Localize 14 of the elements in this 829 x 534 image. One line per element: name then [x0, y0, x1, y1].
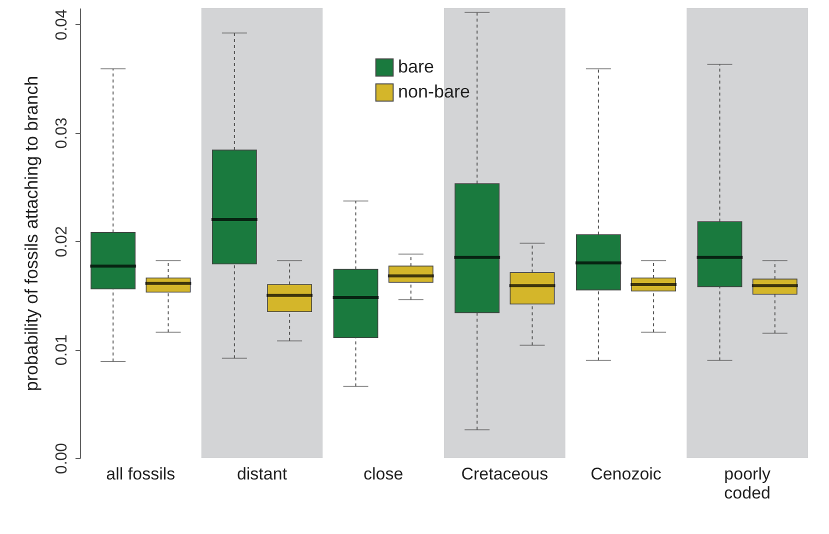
x-tick-label: close [363, 464, 404, 484]
y-tick-label: 0.04 [54, 9, 70, 40]
legend-label: bare [398, 56, 434, 76]
y-tick-label: 0.00 [54, 442, 70, 474]
y-tick-label: 0.01 [54, 334, 70, 366]
y-axis-title: probability of fossils attaching to branch [22, 76, 42, 392]
x-tick-label: distant [236, 464, 288, 484]
x-tick-label: Cretaceous [461, 464, 548, 484]
y-tick-label: 0.03 [54, 118, 70, 149]
y-tick-label: 0.02 [54, 226, 70, 258]
x-tick-label: all fossils [106, 464, 176, 484]
x-tick-label: Cenozoic [590, 464, 662, 484]
x-tick-label: poorly coded [724, 464, 771, 502]
legend-label: non-bare [398, 82, 470, 102]
